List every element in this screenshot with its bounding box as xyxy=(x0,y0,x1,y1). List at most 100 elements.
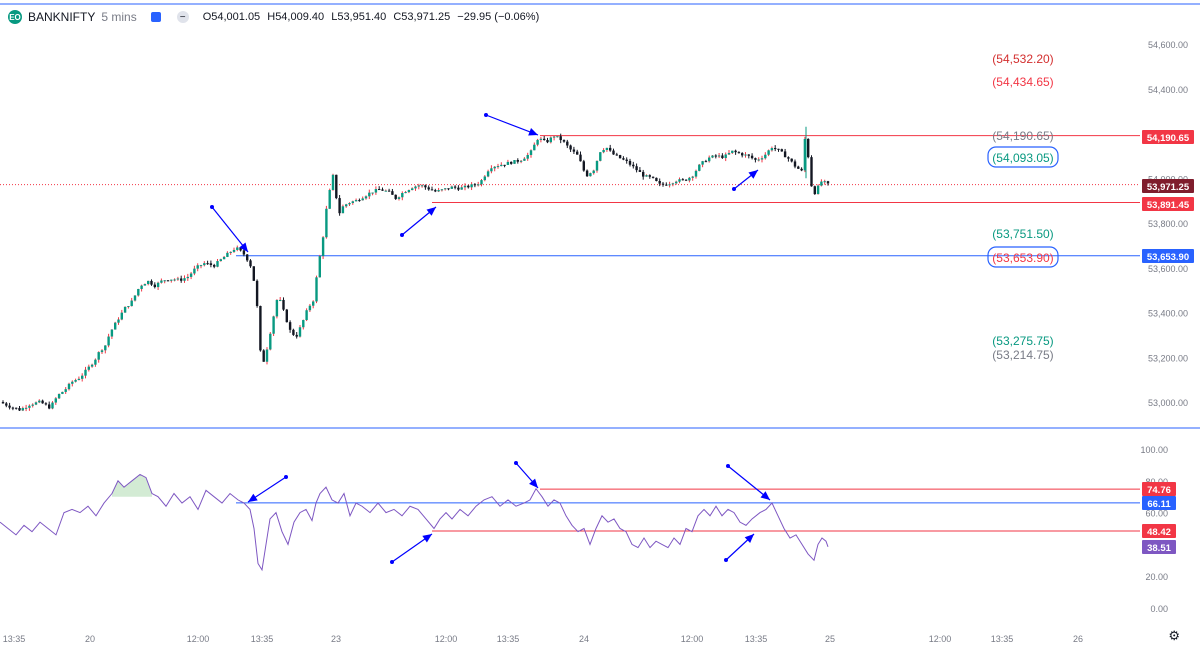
time-axis-label: 26 xyxy=(1073,634,1083,644)
candle-body xyxy=(11,407,15,409)
candle-body xyxy=(684,179,688,181)
candle-body xyxy=(790,158,793,162)
arrow-main-1-line xyxy=(211,206,249,253)
level-label: (54,434.65) xyxy=(992,75,1053,89)
candle-body xyxy=(750,155,754,159)
candle-body xyxy=(453,186,457,188)
price-tag-bg xyxy=(1142,130,1194,144)
candle-body xyxy=(701,161,704,165)
arrow-main-4-tail xyxy=(732,187,736,191)
time-axis-label: 25 xyxy=(825,634,835,644)
candle-body xyxy=(209,263,213,265)
candle-body xyxy=(57,393,61,399)
arrow-main-2-head xyxy=(426,207,436,216)
candle-body xyxy=(427,187,430,190)
candle-body xyxy=(747,154,750,156)
symbol-name[interactable]: BANKNIFTY xyxy=(28,10,96,24)
level-label: (53,275.75) xyxy=(992,334,1053,348)
candle-body xyxy=(242,250,246,255)
rsi-tag-label: 66.11 xyxy=(1147,499,1171,510)
candle-body xyxy=(523,158,526,161)
candle-body xyxy=(186,276,189,279)
candle-body xyxy=(196,265,199,269)
arrow-rsi-4-tail xyxy=(726,464,730,468)
candle-body xyxy=(338,198,341,214)
candle-body xyxy=(506,161,510,165)
candle-body xyxy=(774,148,777,150)
candle-body xyxy=(447,188,450,190)
candle-body xyxy=(87,366,90,370)
candle-body xyxy=(711,155,714,158)
candle-body xyxy=(381,189,384,191)
candle-body xyxy=(173,279,176,281)
price-axis-tick-label: 54,600.00 xyxy=(1148,40,1188,50)
candle-body xyxy=(81,375,84,379)
price-tag-bg xyxy=(1142,249,1194,263)
candle-body xyxy=(783,151,787,158)
candle-body xyxy=(397,197,401,199)
candle-body xyxy=(90,364,94,367)
candle-body xyxy=(38,400,41,403)
price-tag-label: 53,971.25 xyxy=(1147,182,1190,193)
candle-body xyxy=(348,203,351,205)
candle-body xyxy=(156,282,160,288)
candle-body xyxy=(374,189,378,193)
rsi-tag-bg xyxy=(1142,524,1176,538)
candle-body xyxy=(259,305,262,351)
minus-icon[interactable]: − xyxy=(176,11,189,23)
candle-body xyxy=(358,200,361,202)
arrow-main-4-head xyxy=(748,170,758,179)
candle-body xyxy=(444,188,447,190)
change-value: −29.95 (−0.06%) xyxy=(457,11,540,23)
candle-body xyxy=(74,380,77,382)
arrow-rsi-4-line xyxy=(727,465,771,501)
time-axis-label: 13:35 xyxy=(991,634,1014,644)
candle-body xyxy=(120,312,123,320)
candle-body xyxy=(526,154,529,159)
candle-body xyxy=(226,252,229,257)
candle-body xyxy=(552,136,556,138)
candle-body xyxy=(288,322,292,330)
candle-body xyxy=(295,334,298,337)
candle-body xyxy=(437,190,440,192)
candle-body xyxy=(282,299,285,310)
candle-body xyxy=(34,402,38,405)
rsi-tag-bg xyxy=(1142,496,1176,510)
gear-icon[interactable]: ⚙ xyxy=(1168,628,1180,643)
candle-body xyxy=(387,190,391,192)
candle-body xyxy=(612,150,615,155)
low-value: L53,951.40 xyxy=(331,11,387,23)
rsi-tag-label: 74.76 xyxy=(1147,485,1171,496)
candle-body xyxy=(420,185,424,187)
candle-body xyxy=(559,136,562,141)
open-value: O54,001.05 xyxy=(202,11,261,23)
price-axis-tick-label: 53,200.00 xyxy=(1148,353,1188,363)
candle-body xyxy=(1,402,5,404)
time-axis-label: 13:35 xyxy=(251,634,274,644)
candle-body xyxy=(114,322,117,330)
candle-body xyxy=(411,188,414,191)
color-square-icon[interactable] xyxy=(150,12,161,22)
candle-body xyxy=(826,181,830,184)
candle-body xyxy=(688,177,691,181)
candle-body xyxy=(252,266,255,281)
symbol-row: EO BANKNIFTY 5 mins − O54,001.05 H54,009… xyxy=(8,10,543,24)
arrow-main-1-head xyxy=(239,242,248,252)
level-label: (53,214.75) xyxy=(992,348,1053,362)
timeframe-label[interactable]: 5 mins xyxy=(101,10,137,24)
candle-body xyxy=(394,194,397,199)
candle-body xyxy=(163,280,166,282)
candle-body xyxy=(107,336,110,346)
candle-body xyxy=(41,400,44,404)
candle-body xyxy=(473,184,477,186)
candle-body xyxy=(414,186,417,189)
candle-body xyxy=(678,179,681,182)
candle-body xyxy=(140,285,143,290)
high-value: H54,009.40 xyxy=(267,11,325,23)
candle-body xyxy=(533,144,536,151)
candle-body xyxy=(539,138,543,140)
level-label: (54,532.20) xyxy=(992,52,1053,66)
candle-body xyxy=(645,175,648,177)
price-axis-tick-label: 53,000.00 xyxy=(1148,398,1188,408)
